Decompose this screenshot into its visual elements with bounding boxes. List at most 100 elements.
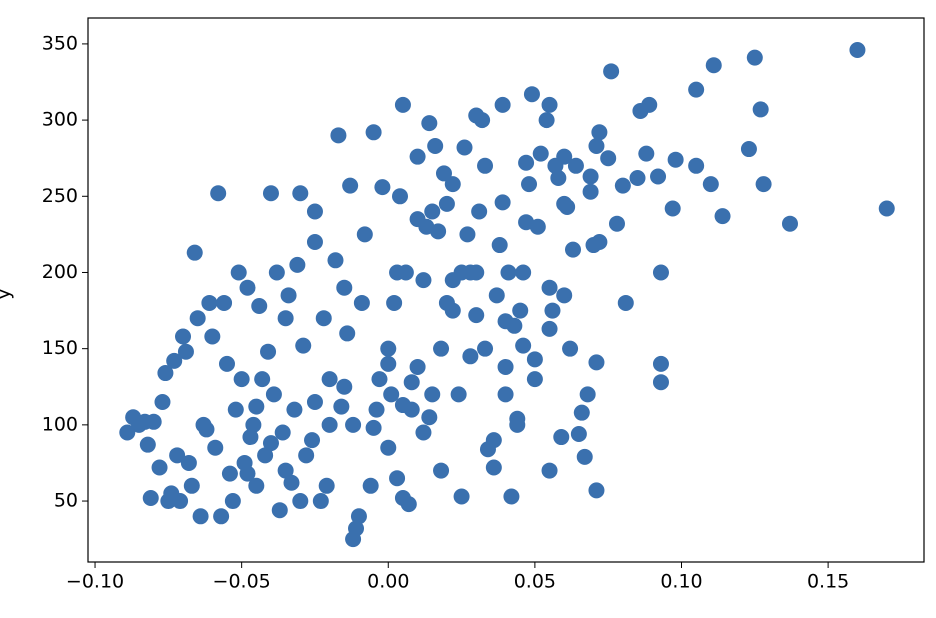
point — [565, 241, 582, 258]
point — [591, 124, 608, 141]
point — [518, 154, 535, 171]
point — [471, 203, 488, 220]
point — [330, 127, 347, 144]
point — [207, 439, 224, 456]
point — [201, 294, 218, 311]
point — [227, 401, 244, 418]
point — [652, 355, 669, 372]
point — [306, 394, 323, 410]
point — [180, 454, 197, 471]
point — [125, 409, 142, 426]
point — [479, 441, 496, 458]
point — [189, 310, 206, 327]
point — [254, 371, 271, 388]
point — [427, 138, 444, 154]
point — [230, 264, 247, 281]
point — [579, 386, 596, 403]
point — [532, 145, 549, 162]
point — [494, 194, 511, 211]
y-tick-label: 100 — [42, 413, 78, 435]
point — [491, 237, 508, 254]
point — [280, 287, 297, 304]
point — [321, 371, 338, 388]
point — [318, 477, 335, 494]
y-tick-label: 350 — [42, 32, 78, 54]
point — [224, 493, 241, 510]
point — [365, 419, 382, 436]
point — [380, 340, 397, 357]
point — [415, 424, 432, 441]
point — [409, 211, 426, 228]
point — [435, 165, 452, 182]
point — [380, 355, 397, 372]
point — [216, 294, 233, 311]
point — [714, 208, 731, 225]
point — [409, 148, 426, 165]
point — [239, 465, 256, 482]
point — [444, 176, 461, 193]
point — [295, 337, 312, 354]
point — [521, 176, 538, 193]
point — [576, 448, 593, 465]
point — [345, 416, 362, 433]
point — [433, 462, 450, 479]
point — [210, 185, 227, 202]
point — [277, 310, 294, 327]
point — [541, 320, 558, 337]
point — [652, 264, 669, 281]
point — [588, 138, 605, 154]
point — [485, 459, 502, 476]
point — [430, 223, 447, 240]
point — [292, 493, 309, 510]
point — [424, 203, 441, 220]
point — [353, 294, 370, 311]
point — [245, 416, 262, 433]
point — [444, 302, 461, 319]
point — [298, 447, 315, 464]
point — [755, 176, 772, 193]
point — [582, 168, 599, 185]
point — [371, 371, 388, 388]
point — [556, 287, 573, 304]
point — [688, 81, 705, 98]
point — [391, 188, 408, 205]
point — [389, 470, 406, 487]
point — [573, 404, 590, 421]
point — [183, 477, 200, 494]
point — [289, 256, 306, 273]
point — [383, 386, 400, 403]
point — [333, 398, 350, 415]
point — [421, 115, 438, 132]
point — [350, 508, 367, 525]
point — [585, 237, 602, 254]
point — [547, 157, 564, 174]
point — [151, 459, 168, 476]
point — [553, 429, 570, 446]
x-tick-label: 0.10 — [660, 571, 702, 593]
point — [345, 531, 362, 548]
point — [453, 488, 470, 505]
point — [629, 170, 646, 186]
point — [306, 203, 323, 220]
point — [497, 313, 514, 330]
point — [488, 287, 505, 304]
point — [204, 328, 221, 345]
x-tick-label: 0.05 — [514, 571, 556, 593]
point — [608, 215, 625, 232]
point — [154, 394, 171, 410]
point — [567, 157, 584, 174]
point — [321, 416, 338, 433]
point — [356, 226, 373, 243]
point — [327, 252, 344, 269]
x-tick-label: −0.05 — [213, 571, 271, 593]
point — [262, 185, 279, 202]
point — [550, 170, 567, 186]
plot-frame — [87, 17, 925, 563]
point — [394, 96, 411, 113]
point — [239, 279, 256, 296]
point — [518, 214, 535, 231]
point — [169, 447, 186, 464]
point — [702, 176, 719, 193]
x-tick-label: 0.00 — [367, 571, 409, 593]
point — [512, 302, 529, 319]
